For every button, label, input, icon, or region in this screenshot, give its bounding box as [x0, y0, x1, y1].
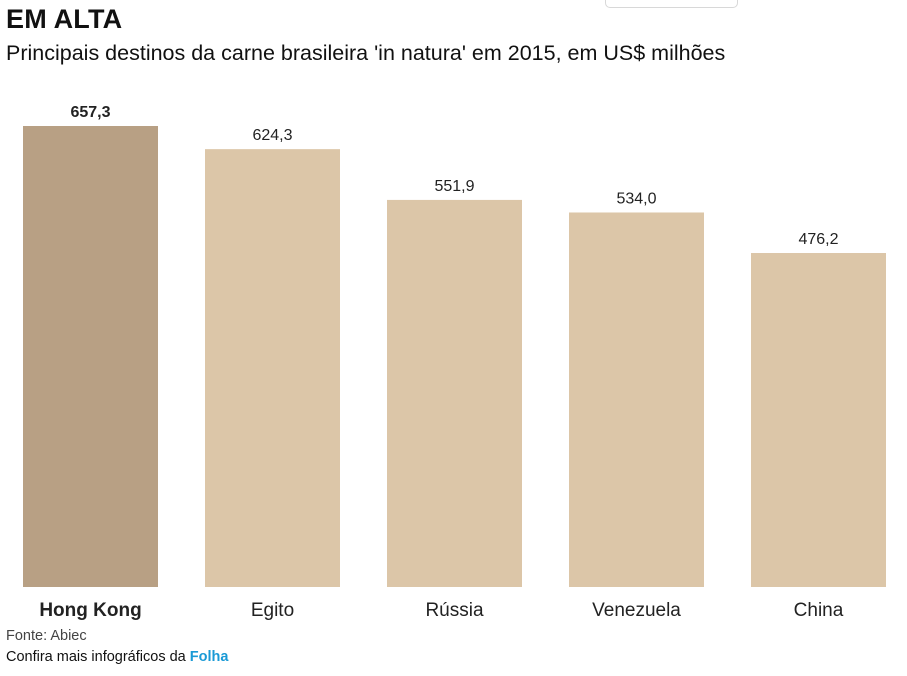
value-label: 476,2	[798, 231, 838, 248]
value-label: 551,9	[434, 178, 474, 195]
bar-china	[751, 253, 886, 588]
chart-title: EM ALTA	[6, 4, 123, 34]
source-note: Fonte: Abiec	[6, 628, 87, 644]
value-label: 534,0	[616, 190, 656, 207]
folha-link[interactable]: Folha	[189, 649, 229, 665]
more-infographics-text: Confira mais infográficos da	[6, 649, 190, 665]
more-infographics-line: Confira mais infográficos da Folha	[6, 648, 228, 666]
top-tab-edge	[605, 0, 738, 8]
chart-subtitle: Principais destinos da carne brasileira …	[6, 41, 726, 65]
bar-r-ssia	[387, 199, 522, 587]
bar-venezuela	[569, 212, 704, 588]
category-label: China	[794, 600, 844, 621]
category-label: Egito	[251, 600, 294, 621]
category-label: Venezuela	[592, 600, 681, 621]
bar-egito	[205, 149, 340, 587]
bar-hong-kong	[23, 126, 158, 587]
category-label: Rússia	[425, 600, 484, 621]
value-label: 624,3	[252, 127, 292, 144]
value-label: 657,3	[70, 104, 110, 121]
category-label: Hong Kong	[39, 600, 141, 621]
